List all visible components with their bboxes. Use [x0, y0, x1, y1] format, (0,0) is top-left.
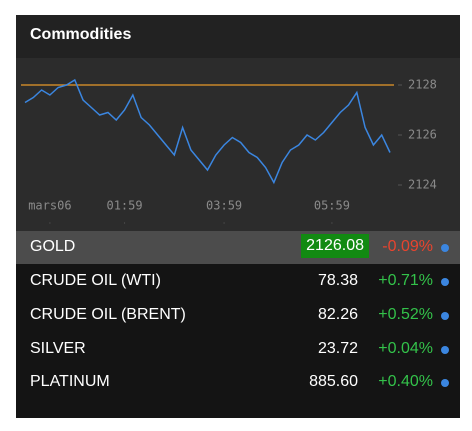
status-dot	[441, 278, 449, 286]
commodity-price: 2126.08	[301, 234, 369, 258]
status-dot	[441, 312, 449, 320]
commodity-change: +0.04%	[378, 340, 433, 357]
commodity-change: +0.52%	[378, 306, 433, 323]
commodity-price: 23.72	[317, 340, 358, 357]
commodity-row[interactable]: SILVER 23.72 +0.04%	[16, 333, 460, 366]
y-tick-label: 2128	[408, 78, 437, 92]
commodity-price: 78.38	[317, 272, 358, 289]
header: Commodities	[16, 15, 460, 58]
commodity-row[interactable]: CRUDE OIL (WTI) 78.38 +0.71%	[16, 265, 460, 298]
commodity-price: 82.26	[317, 306, 358, 323]
commodity-row[interactable]: GOLD 2126.08 -0.09%	[16, 231, 460, 264]
commodity-name: PLATINUM	[30, 373, 110, 390]
y-tick-label: 2124	[408, 178, 437, 192]
widget-title: Commodities	[30, 26, 132, 43]
commodity-name: CRUDE OIL (BRENT)	[30, 306, 186, 323]
commodities-widget: Commodities 2124 2126 2128 mars06 01:59 03:59…	[16, 15, 460, 418]
commodity-name: GOLD	[30, 238, 76, 255]
price-line	[24, 78, 391, 185]
commodity-name: CRUDE OIL (WTI)	[30, 272, 161, 289]
status-dot	[441, 244, 449, 252]
chart: 2124 2126 2128 mars06 01:59 03:59 05:59	[16, 58, 460, 231]
commodity-name: SILVER	[30, 340, 86, 357]
commodity-row[interactable]: CRUDE OIL (BRENT) 82.26 +0.52%	[16, 299, 460, 332]
commodity-row[interactable]: PLATINUM 885.60 +0.40%	[16, 366, 460, 399]
commodity-change: -0.09%	[382, 238, 433, 255]
x-tick-label: 01:59	[106, 199, 142, 213]
status-dot	[441, 346, 449, 354]
x-tick-label: mars06	[28, 199, 71, 213]
x-tick-label: 05:59	[314, 199, 350, 213]
commodity-change: +0.71%	[378, 272, 433, 289]
commodity-change: +0.40%	[378, 373, 433, 390]
commodity-price: 885.60	[309, 373, 358, 390]
status-dot	[441, 379, 449, 387]
x-tick-label: 03:59	[206, 199, 242, 213]
y-tick-label: 2126	[408, 128, 437, 142]
